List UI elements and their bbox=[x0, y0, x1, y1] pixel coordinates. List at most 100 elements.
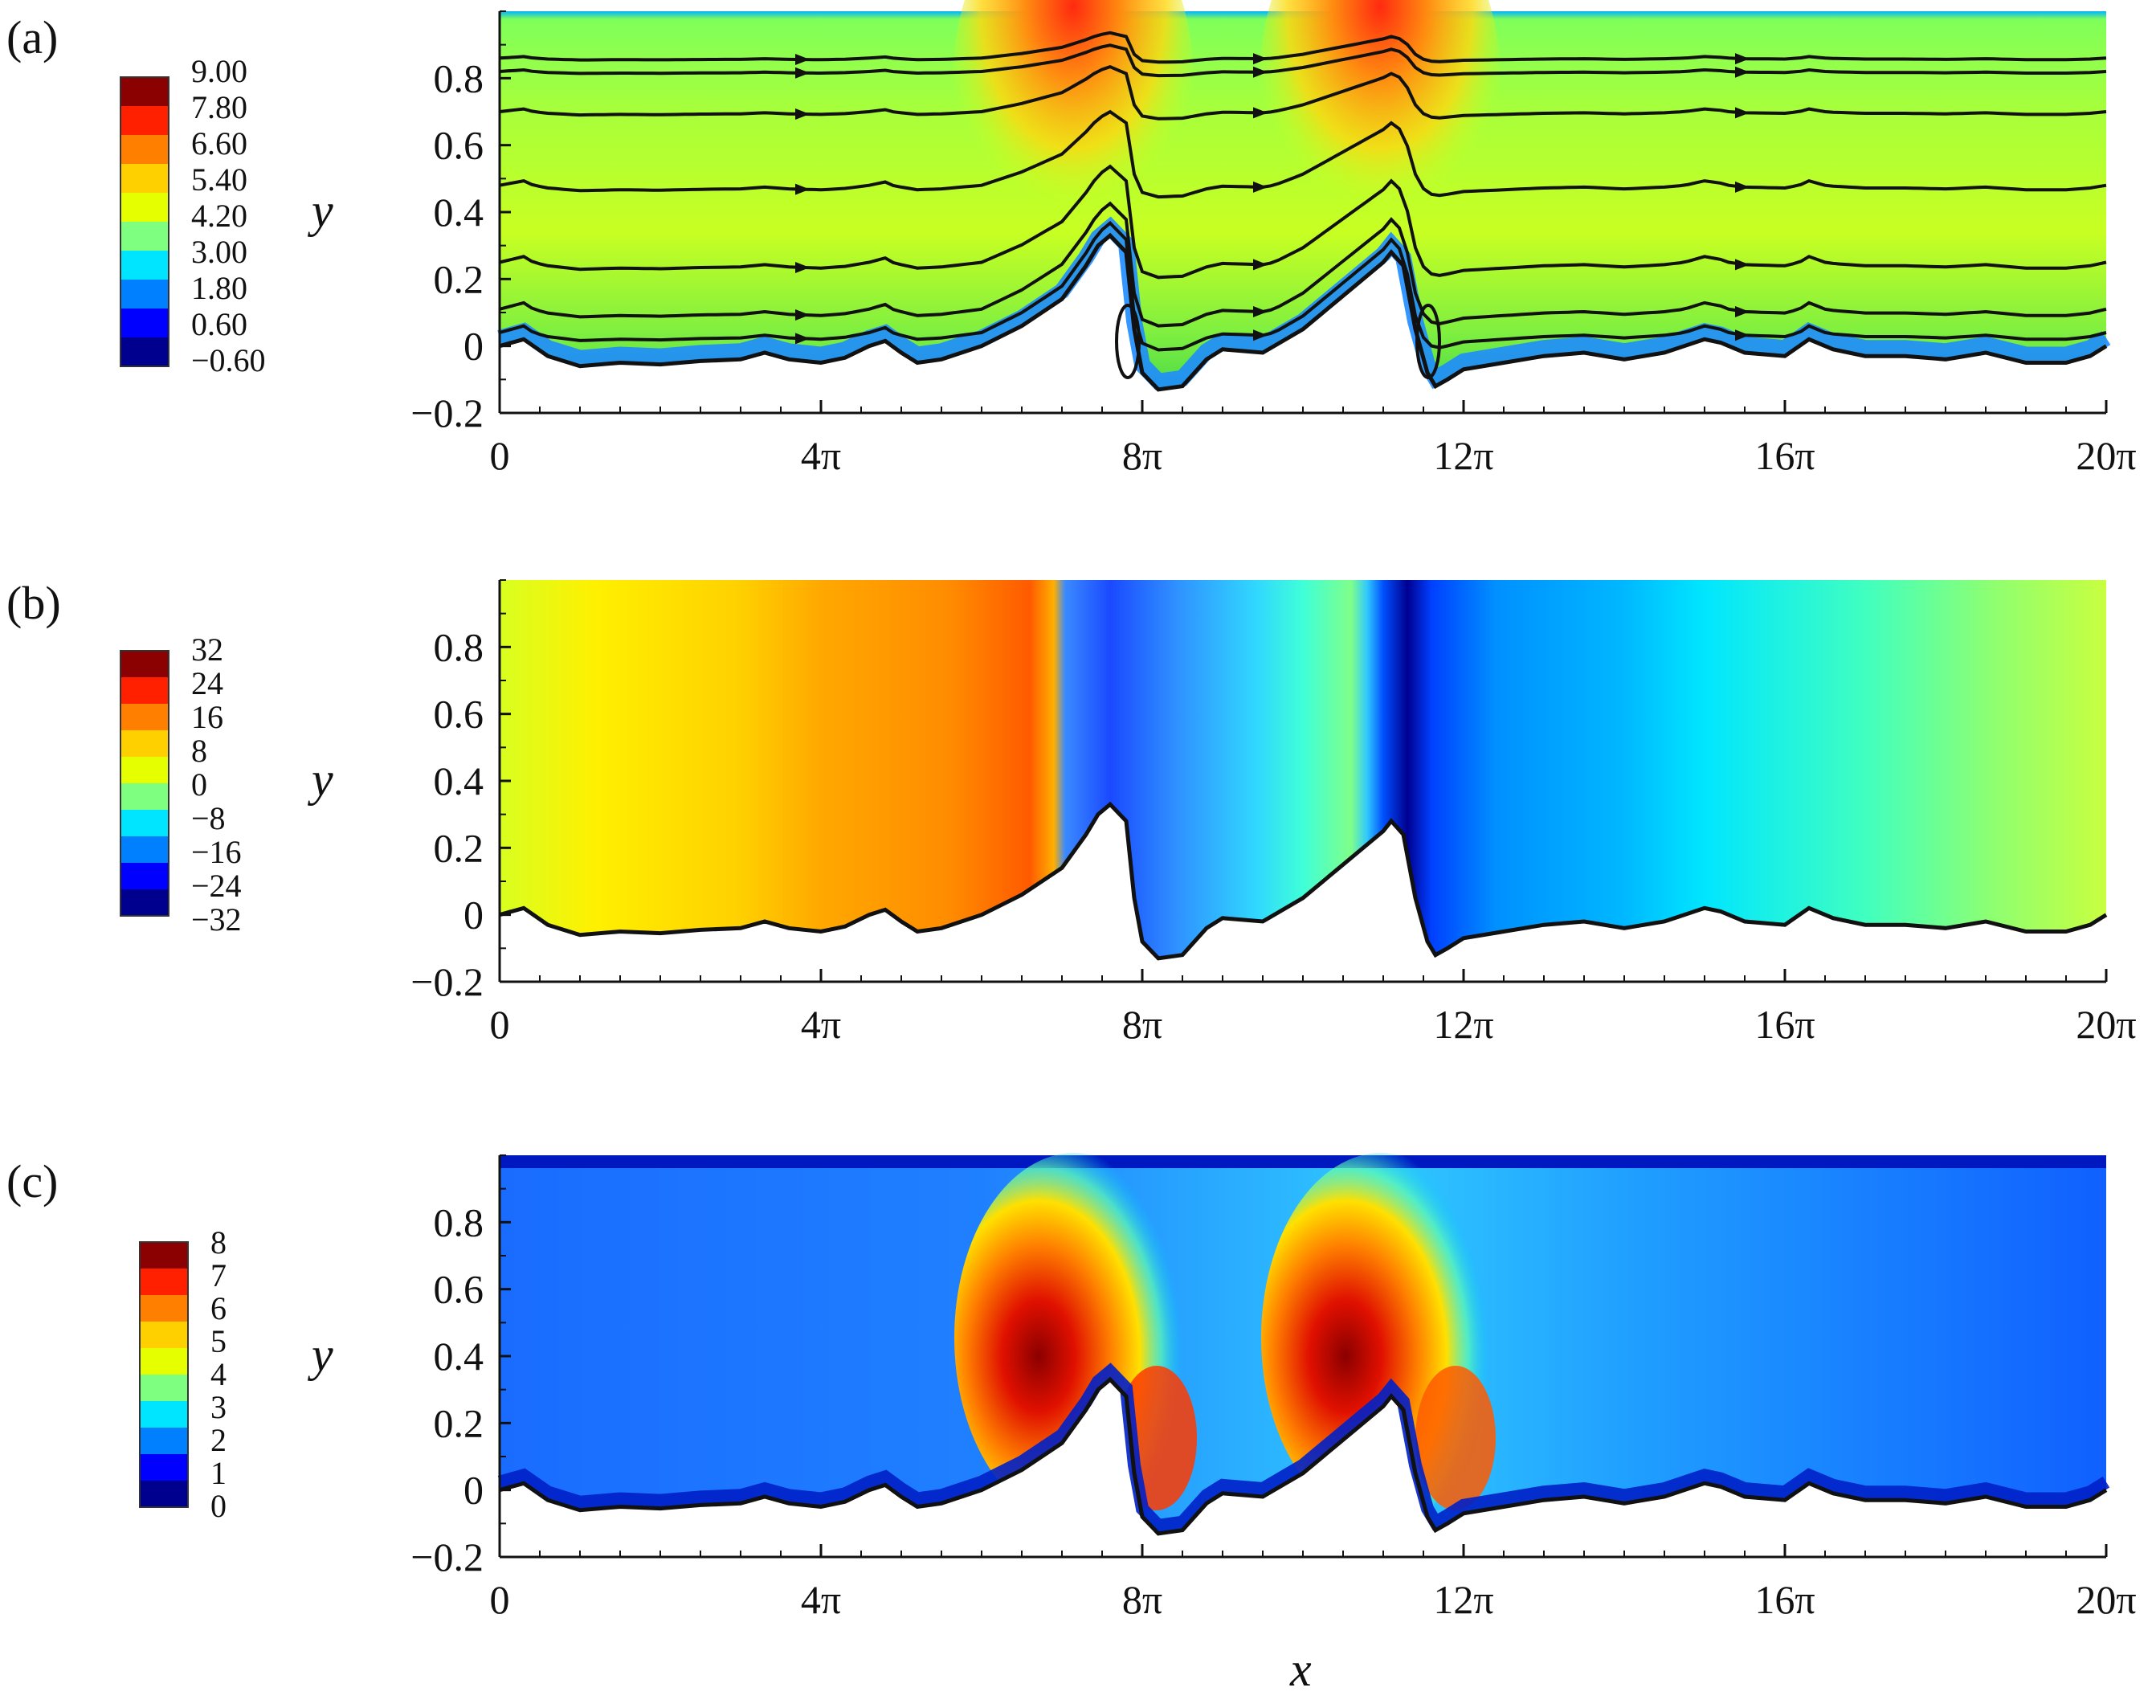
panel-b-colorbar-label-3: 8 bbox=[191, 733, 207, 769]
y-tick-label: 0.2 bbox=[434, 825, 484, 870]
streamline-arrow bbox=[1735, 53, 1750, 65]
panel-a-ylabel: y bbox=[307, 184, 333, 237]
x-tick-label: 12π bbox=[1433, 433, 1493, 478]
panel-a-colorbar: 9.00 7.80 6.60 5.40 4.20 3.00 1.80 0.60 … bbox=[120, 53, 266, 378]
x-tick-label: 16π bbox=[1754, 1577, 1815, 1622]
streamline bbox=[499, 109, 2107, 199]
colorbar-segment bbox=[120, 651, 169, 678]
streamline-arrow bbox=[1253, 259, 1268, 271]
streamline bbox=[499, 31, 2107, 64]
colorbar-segment bbox=[140, 1481, 188, 1508]
panel-c-colorbar-label-8: 0 bbox=[210, 1488, 227, 1524]
y-tick-label: 0.2 bbox=[434, 1400, 484, 1445]
colorbar-segment bbox=[120, 251, 169, 280]
panel-c-colorbar-label-2: 6 bbox=[210, 1290, 227, 1326]
panel-b-colorbar-label-6: −16 bbox=[191, 834, 242, 870]
streamline-arrow bbox=[1735, 107, 1750, 119]
y-tick-label: 0.4 bbox=[434, 1334, 484, 1379]
y-tick-label: 0.6 bbox=[434, 692, 484, 737]
panel-c-colorbar-bar bbox=[139, 1241, 189, 1508]
panel-a-colorbar-label-4: 4.20 bbox=[191, 198, 247, 234]
colorbar-segment bbox=[120, 77, 169, 107]
x-tick-label: 0 bbox=[490, 433, 510, 478]
colorbar-segment bbox=[140, 1242, 188, 1269]
panel-b-colorbar-label-1: 24 bbox=[191, 665, 223, 701]
x-tick-label: 0 bbox=[490, 1577, 510, 1622]
colorbar-segment bbox=[140, 1428, 188, 1455]
colorbar-segment bbox=[120, 757, 169, 784]
colorbar-segment bbox=[140, 1295, 188, 1322]
streamline-arrow bbox=[795, 262, 810, 274]
streamline-arrow bbox=[1253, 66, 1268, 78]
panel-c-label: (c) bbox=[6, 1155, 58, 1207]
streamline bbox=[499, 201, 2107, 328]
panel-c-field bbox=[497, 1153, 2110, 1560]
panel-b-colorbar: 32 24 16 8 0 −8 −16 −24 −32 bbox=[120, 631, 242, 938]
panel-a-bed-mask bbox=[500, 235, 2106, 416]
colorbar-segment bbox=[140, 1454, 188, 1481]
panel-c-near-wall bbox=[497, 1363, 2110, 1533]
colorbar-segment bbox=[140, 1375, 188, 1402]
colorbar-segment bbox=[140, 1322, 188, 1349]
panel-c-hotspot-4 bbox=[1415, 1366, 1496, 1510]
panel-c-colorbar-label-3: 5 bbox=[210, 1323, 227, 1359]
streamline-arrow bbox=[1735, 329, 1750, 341]
panel-a-vortex-2 bbox=[1415, 304, 1441, 379]
streamline-arrow bbox=[1253, 329, 1268, 341]
x-tick-label: 12π bbox=[1433, 1577, 1493, 1622]
streamline-arrow bbox=[1735, 181, 1750, 193]
x-tick-label: 4π bbox=[801, 1577, 841, 1622]
panel-c-bed-line bbox=[499, 1376, 2108, 1536]
panel-a-colorbar-label-2: 6.60 bbox=[191, 125, 247, 161]
colorbar-segment bbox=[120, 135, 169, 165]
panel-a-vortex-1 bbox=[1115, 304, 1141, 379]
panel-a-near-wall bbox=[497, 216, 2111, 390]
streamline bbox=[499, 43, 2107, 78]
panel-b-colorbar-label-2: 16 bbox=[191, 699, 223, 735]
streamline-arrow bbox=[1735, 66, 1750, 78]
colorbar-segment bbox=[140, 1269, 188, 1296]
panel-a-colorbar-label-8: −0.60 bbox=[191, 342, 266, 378]
colorbar-segment bbox=[120, 836, 169, 864]
streamline-arrow bbox=[795, 333, 810, 345]
colorbar-segment bbox=[120, 337, 169, 367]
x-tick-label: 16π bbox=[1754, 433, 1815, 478]
x-tick-label: 8π bbox=[1122, 1002, 1162, 1047]
panel-a-colorbar-label-3: 5.40 bbox=[191, 161, 247, 198]
y-tick-label: 0.4 bbox=[434, 758, 484, 803]
colorbar-segment bbox=[120, 704, 169, 731]
colorbar-segment bbox=[120, 730, 169, 758]
panel-a-colorbar-label-7: 0.60 bbox=[191, 306, 247, 342]
colorbar-segment bbox=[140, 1348, 188, 1375]
y-tick-label: 0.8 bbox=[434, 1199, 484, 1244]
y-tick-label: 0.8 bbox=[434, 624, 484, 669]
streamline-arrow bbox=[1253, 181, 1268, 193]
y-tick-label: 0 bbox=[463, 324, 484, 369]
y-tick-label: 0.2 bbox=[434, 256, 484, 301]
colorbar-segment bbox=[120, 193, 169, 223]
streamline-arrow bbox=[1735, 259, 1750, 271]
streamline-arrow bbox=[795, 54, 810, 66]
x-tick-label: 0 bbox=[490, 1002, 510, 1047]
panel-a-streamlines bbox=[499, 31, 2107, 352]
panel-c-axes: 0.80.60.40.20−0.20 4π 8π 12π 16π 20π bbox=[410, 1154, 2137, 1622]
panel-c-colorbar-label-4: 4 bbox=[210, 1356, 227, 1392]
panel-a-axes: 0.80.60.40.20−0.20 4π 8π 12π 16π 20π bbox=[410, 10, 2137, 478]
panel-b-colorbar-label-4: 0 bbox=[191, 766, 207, 803]
panel-c-colorbar: 8 7 6 5 4 3 2 1 0 bbox=[139, 1224, 227, 1524]
panel-a-label: (a) bbox=[6, 11, 58, 63]
streamline-arrow bbox=[795, 108, 810, 121]
y-tick-label: 0.6 bbox=[434, 123, 484, 168]
panel-b-bed-mask bbox=[500, 804, 2106, 985]
panel-a-colorbar-label-5: 3.00 bbox=[191, 234, 247, 270]
streamline-arrow bbox=[1253, 306, 1268, 318]
x-tick-label: 20π bbox=[2076, 433, 2136, 478]
panel-b-colorbar-label-0: 32 bbox=[191, 631, 223, 668]
x-tick-label: 20π bbox=[2076, 1002, 2136, 1047]
y-tick-label: 0.4 bbox=[434, 190, 484, 235]
y-tick-label: 0.6 bbox=[434, 1267, 484, 1312]
colorbar-segment bbox=[120, 810, 169, 837]
panel-c-colorbar-label-0: 8 bbox=[210, 1224, 227, 1261]
x-tick-label: 4π bbox=[801, 1002, 841, 1047]
